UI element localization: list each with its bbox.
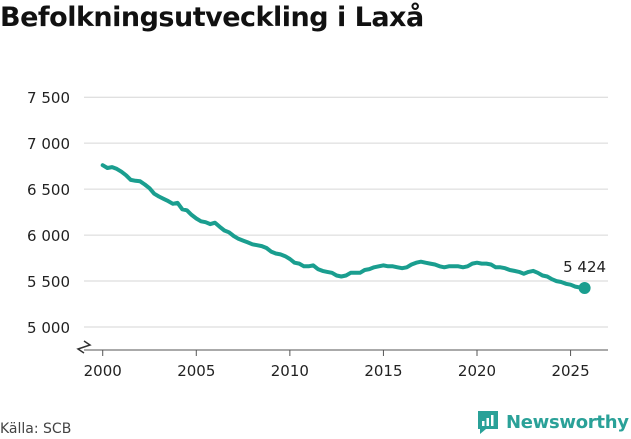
- x-axis: 2000 2005 2010 2015 2020 2025: [84, 349, 608, 380]
- series-group: [100, 163, 587, 290]
- x-tick-label: 2025: [551, 362, 589, 380]
- y-axis: 5 000 5 500 6 000 6 500 7 000 7 500: [27, 89, 70, 337]
- y-tick-label: 5 000: [27, 319, 70, 337]
- brand-name: Newsworthy: [506, 411, 629, 433]
- series-line: [100, 163, 587, 290]
- y-tick-label: 6 000: [27, 227, 70, 245]
- x-tick-label: 2020: [458, 362, 496, 380]
- last-value-label: 5 424: [563, 258, 606, 276]
- x-tick-label: 2010: [271, 362, 309, 380]
- x-tick-label: 2015: [364, 362, 402, 380]
- y-tick-label: 7 500: [27, 89, 70, 107]
- chart-title: Befolkningsutveckling i Laxå: [0, 2, 424, 33]
- y-tick-label: 6 500: [27, 181, 70, 199]
- y-tick-label: 5 500: [27, 273, 70, 291]
- last-value-point: [578, 282, 591, 295]
- source-label: Källa: SCB: [0, 421, 72, 437]
- newsworthy-logo-icon: [478, 411, 498, 434]
- brand-logo: Newsworthy: [476, 409, 629, 435]
- y-tick-label: 7 000: [27, 135, 70, 153]
- x-tick-label: 2005: [177, 362, 215, 380]
- axis-break-icon: [76, 340, 92, 354]
- annotations: 5 424: [563, 258, 606, 295]
- axis-break-mark: [76, 340, 92, 354]
- x-tick-label: 2000: [84, 362, 122, 380]
- gridlines: [84, 96, 608, 328]
